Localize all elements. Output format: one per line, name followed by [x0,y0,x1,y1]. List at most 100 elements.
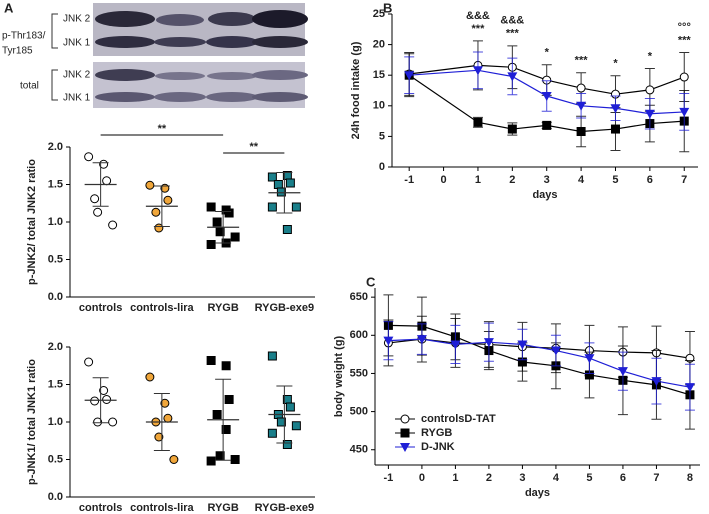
marker [90,194,100,204]
x-tick-label: controls [79,302,122,314]
marker [99,386,109,395]
marker [584,354,595,364]
marker [576,127,586,137]
marker [450,340,461,350]
marker [145,372,155,382]
marker [230,455,240,464]
marker [276,187,286,197]
x-tick-label: 1 [475,174,481,186]
sd-bar [276,385,293,444]
marker [206,456,216,466]
x-tick-label: -1 [404,174,414,186]
y-axis-label: p-JNK1/ total JNK1 ratio [26,359,38,485]
marker [576,83,586,93]
x-tick-label: 2 [509,174,515,186]
marker [102,176,112,186]
x-tick-label: 7 [653,472,659,484]
marker [276,417,286,427]
y-tick-label: 25 [373,8,385,20]
x-tick-label: RYGB [207,302,238,314]
marker [291,421,301,431]
sd-bar [92,377,109,424]
annotation: *** [678,34,692,46]
marker [285,178,295,188]
x-tick-label: 2 [486,472,492,484]
x-tick-label: 3 [544,174,550,186]
series-line [388,324,691,396]
x-tick-label: 7 [681,174,687,186]
sd-bar [215,378,232,461]
x-tick-label: 4 [578,174,585,186]
marker [154,432,164,442]
y-tick-label: 2.0 [48,341,63,353]
sd-bar [153,185,170,227]
annotation: * [613,58,618,70]
sd-bar [92,162,109,207]
annotation: * [648,50,653,62]
marker [90,396,100,406]
annotation: &&& [466,10,490,22]
annotation: *** [575,55,589,67]
marker [221,425,231,434]
y-tick-label: 5 [379,130,385,142]
sd-bar [153,393,170,451]
x-tick-label: 6 [620,472,626,484]
marker [267,351,277,361]
marker [285,402,295,412]
marker [507,72,518,82]
x-axis-label: days [525,487,550,499]
marker [169,455,179,464]
blot-label: JNK 1 [63,93,91,104]
marker [102,395,112,404]
marker [212,217,222,227]
marker [507,124,517,134]
legend-marker [400,443,410,452]
y-tick-label: 0.5 [48,253,63,265]
sd-bar [215,211,232,244]
marker [291,202,301,212]
marker [163,413,173,423]
marker [610,124,620,134]
marker [404,71,415,81]
marker [383,336,394,346]
annotation: °°° [678,21,691,33]
x-tick-label: 8 [687,472,693,484]
series-line [409,69,685,115]
panel-letter: B [383,0,392,15]
blot-label: Tyr185 [2,46,33,57]
x-tick-label: RYGB [207,502,238,514]
marker [267,202,277,212]
marker [93,417,103,427]
y-tick-label: 0.5 [48,453,63,465]
x-tick-label: RYGB-exe9 [255,502,315,514]
marker [163,195,173,205]
x-tick-label: controls [79,502,122,514]
marker [472,66,483,76]
y-axis-label: 24h food intake (g) [350,41,362,139]
marker [206,356,216,365]
marker [684,383,695,393]
annotation: *** [472,23,486,35]
marker [206,240,216,249]
marker [576,101,587,111]
marker [84,152,94,162]
y-tick-label: 0.0 [48,491,63,503]
marker [617,367,628,377]
marker [267,172,277,182]
marker [550,346,561,356]
marker [221,361,231,371]
x-tick-label: 5 [586,472,592,484]
y-tick-label: 1.5 [48,378,63,390]
y-tick-label: 450 [350,444,368,456]
panel-letter: A [4,0,14,15]
y-tick-label: 2.0 [48,141,63,153]
y-axis-label: body weight (g) [333,336,345,418]
x-tick-label: 4 [553,472,560,484]
y-tick-label: 500 [350,406,368,418]
x-tick-label: 0 [441,174,447,186]
marker [224,208,234,218]
y-tick-label: 1.0 [48,416,63,428]
series-line [388,338,691,359]
marker [145,180,155,190]
